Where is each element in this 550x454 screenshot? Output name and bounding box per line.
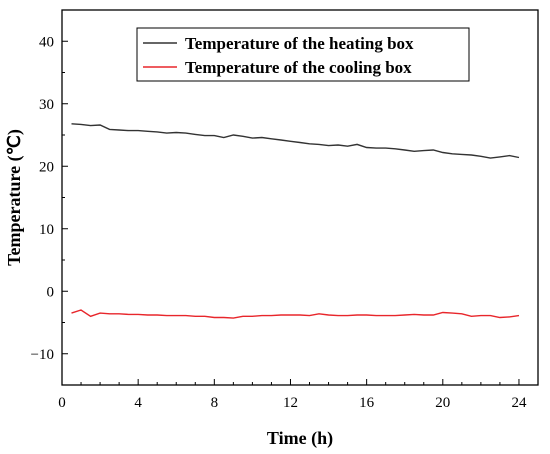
y-tick-label: 0	[47, 284, 55, 300]
x-tick-label: 4	[134, 395, 142, 411]
y-tick-label: −10	[31, 347, 54, 363]
x-tick-label: 8	[211, 395, 219, 411]
legend-label: Temperature of the heating box	[185, 34, 414, 53]
legend-box	[136, 27, 470, 82]
x-tick-label: 16	[359, 395, 375, 411]
x-tick-label: 0	[58, 395, 66, 411]
x-tick-label: 12	[283, 395, 298, 411]
axis-ticks: 0 4 8 12 16 20 24 −10 0 10 20 30 40	[31, 34, 539, 411]
x-axis-title: Time (h)	[267, 428, 333, 449]
y-tick-label: 10	[39, 222, 54, 238]
legend-label: Temperature of the cooling box	[185, 58, 412, 77]
legend: Temperature of the heating box Temperatur…	[136, 27, 470, 82]
y-tick-label: 40	[39, 34, 54, 50]
series-line-cooling	[71, 309, 520, 319]
y-axis-title: Temperature (℃)	[4, 129, 25, 266]
y-tick-label: 30	[39, 97, 54, 113]
y-tick-label: 20	[39, 159, 54, 175]
x-tick-label: 20	[435, 395, 450, 411]
x-tick-label: 24	[511, 395, 527, 411]
plot-content	[71, 123, 520, 319]
series-line-heating	[71, 123, 520, 159]
